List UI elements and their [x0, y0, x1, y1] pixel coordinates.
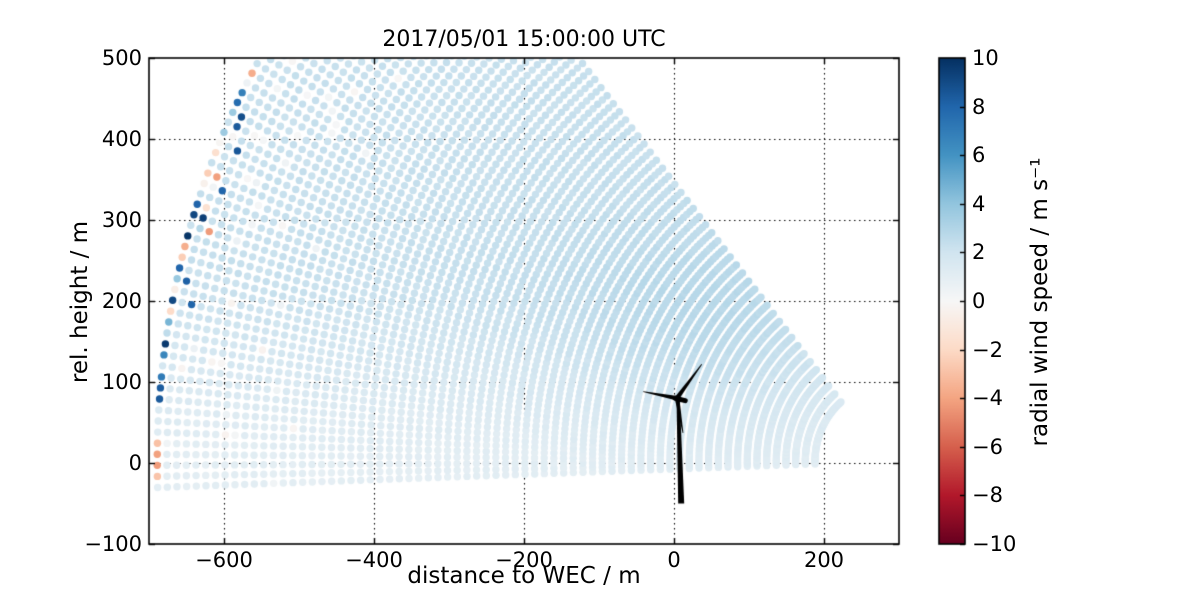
x-tick-label: 200: [803, 548, 845, 572]
y-tick-label: −100: [84, 532, 142, 556]
y-tick-label: 500: [101, 46, 142, 70]
colorbar-tick-label: −8: [972, 483, 1003, 508]
colorbar-tick-label: 0: [972, 289, 986, 313]
colorbar-tick-label: −4: [972, 386, 1003, 411]
colorbar-tick-label: −2: [972, 337, 1003, 362]
y-tick-label: 300: [101, 208, 142, 232]
x-axis-label: distance to WEC / m: [407, 563, 641, 589]
y-tick-label: 100: [101, 370, 142, 394]
colorbar-tick-label: 2: [972, 240, 986, 265]
colorbar-tick-label: 4: [972, 191, 986, 216]
colorbar-tick-label: −10: [972, 532, 1017, 556]
x-tick-label: −200: [495, 548, 553, 572]
chart-title: 2017/05/01 15:00:00 UTC: [382, 27, 666, 52]
y-tick-label: 200: [101, 289, 142, 313]
colorbar-tick-label: 6: [972, 143, 986, 168]
x-tick-label: −400: [345, 548, 403, 572]
y-tick-label: 0: [128, 451, 142, 475]
x-tick-label: −600: [195, 548, 253, 572]
y-tick-label: 400: [101, 127, 142, 151]
x-tick-label: 0: [667, 548, 681, 572]
colorbar-tick-label: 10: [972, 46, 999, 70]
colorbar-tick-label: 8: [972, 94, 986, 119]
colorbar-tick-label: −6: [972, 434, 1003, 459]
